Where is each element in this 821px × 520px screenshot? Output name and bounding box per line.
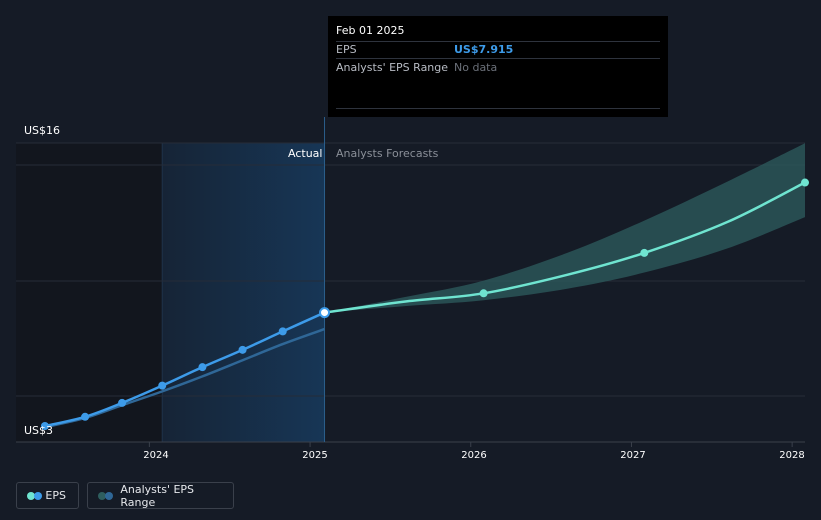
tooltip-divider — [336, 41, 660, 42]
past-period-shade — [16, 143, 163, 442]
x-tick-label: 2025 — [302, 450, 328, 461]
legend-eps-button[interactable]: EPS — [16, 482, 79, 509]
actual-eps-point — [238, 345, 247, 354]
actual-eps-point — [198, 363, 207, 372]
forecast-region-label: Analysts Forecasts — [336, 147, 439, 160]
legend-range-label: Analysts' EPS Range — [120, 482, 195, 509]
range-legend-icon — [98, 491, 113, 500]
y-axis-label-top: US$16 — [24, 124, 61, 137]
x-tick-label: 2024 — [143, 450, 169, 461]
tooltip-range-value: No data — [454, 61, 498, 74]
eps-points — [40, 178, 809, 430]
eps-tooltip: Feb 01 2025 EPS US$7.915 Analysts' EPS R… — [328, 16, 668, 117]
legend-range-button[interactable]: Analysts' EPS Range — [87, 482, 234, 509]
forecast-range-band — [324, 143, 805, 313]
tooltip-date: Feb 01 2025 — [336, 24, 405, 37]
forecast-eps-point — [801, 178, 809, 187]
actual-eps-point — [158, 381, 167, 390]
forecast-eps-point — [640, 248, 649, 257]
actual-eps-point — [278, 327, 287, 336]
forecast-range-area — [324, 143, 805, 313]
tooltip-divider — [336, 108, 660, 109]
tooltip-divider — [336, 58, 660, 59]
tooltip-range-label: Analysts' EPS Range — [336, 61, 449, 74]
chart-background — [16, 143, 325, 442]
x-tick-label: 2026 — [461, 450, 487, 461]
forecast-eps-point — [479, 289, 488, 298]
tooltip-eps-label: EPS — [336, 43, 357, 56]
x-tick-label: 2028 — [779, 450, 805, 461]
y-axis-label-bottom: US$3 — [24, 424, 54, 437]
highlighted-eps-point — [319, 307, 331, 319]
actual-eps-point — [40, 422, 49, 430]
tooltip-eps-value: US$7.915 — [454, 43, 514, 56]
actual-period-shade — [162, 143, 325, 442]
eps-legend-icon — [27, 491, 42, 500]
actual-eps-point — [118, 398, 127, 407]
legend-eps-label: EPS — [45, 489, 66, 502]
actual-region-label: Actual — [288, 147, 323, 160]
x-tick-label: 2027 — [620, 450, 646, 461]
forecast-eps-line — [324, 181, 806, 314]
actual-eps-point — [81, 412, 90, 421]
